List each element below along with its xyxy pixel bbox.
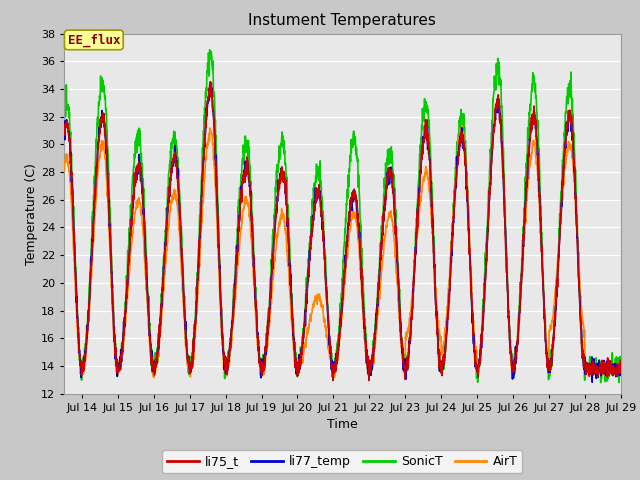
X-axis label: Time: Time — [327, 418, 358, 431]
Text: EE_flux: EE_flux — [68, 33, 120, 47]
Y-axis label: Temperature (C): Temperature (C) — [25, 163, 38, 264]
Legend: li75_t, li77_temp, SonicT, AirT: li75_t, li77_temp, SonicT, AirT — [163, 450, 522, 473]
Title: Instument Temperatures: Instument Temperatures — [248, 13, 436, 28]
